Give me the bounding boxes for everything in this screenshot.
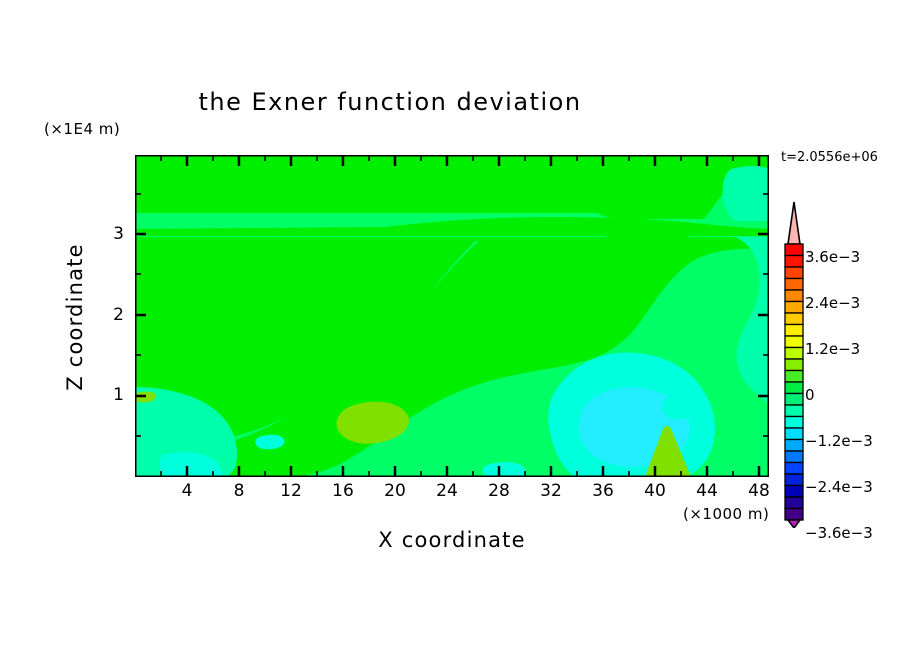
colorbar-tick-label: −2.4e−3 xyxy=(805,478,873,496)
colorbar-tick-label: −1.2e−3 xyxy=(805,432,873,450)
x-axis-ticks-bottom xyxy=(185,466,761,477)
field-upper-right-turquoise-pocket xyxy=(722,166,769,221)
x-tick-label: 4 xyxy=(181,481,193,501)
y-axis-title: Z coordinate xyxy=(63,243,87,391)
y-axis-minor-ticks-left xyxy=(135,193,141,437)
contour-field xyxy=(135,155,769,477)
y-tick-label: 3 xyxy=(113,224,124,244)
field-lower-left-turquoise2 xyxy=(135,391,232,477)
colorbar-tick-label: 3.6e−3 xyxy=(805,248,861,266)
x-tick-label: 24 xyxy=(436,481,458,501)
field-z3-line xyxy=(135,232,769,236)
field-bottom-left-cyan xyxy=(159,452,222,477)
contour-field-layers xyxy=(135,155,769,477)
x-tick-label: 20 xyxy=(384,481,406,501)
colorbar-tick-label: 2.4e−3 xyxy=(805,294,861,312)
colorbar-under-arrow xyxy=(786,519,802,528)
x-axis-minor-ticks-bottom xyxy=(160,471,734,477)
x-tick-label: 36 xyxy=(592,481,614,501)
field-right-edge-turquoise2 xyxy=(737,239,769,401)
field-yellowgreen-blob xyxy=(336,401,409,444)
plot-frame xyxy=(135,155,769,477)
x-tick-label: 44 xyxy=(696,481,718,501)
field-cold-core-drip xyxy=(592,466,629,477)
field-tiny-turquoise-left xyxy=(255,434,285,450)
colorbar-tick-label: 0 xyxy=(805,386,815,404)
x-tick-label: 8 xyxy=(233,481,245,501)
field-small-turquoise-right xyxy=(661,390,704,420)
colorbar-over-arrow xyxy=(787,201,801,245)
x-tick-label: 16 xyxy=(332,481,354,501)
y-axis-ticks-right xyxy=(758,232,769,398)
x-tick-label: 40 xyxy=(644,481,666,501)
x-tick-label: 48 xyxy=(748,481,770,501)
colorbar-tick-label: 1.2e−3 xyxy=(805,340,861,358)
field-z3-band xyxy=(135,217,769,235)
field-mid-green-lobe xyxy=(135,237,479,446)
y-axis-minor-ticks-right xyxy=(763,193,769,437)
time-annotation: t=2.0556e+06 xyxy=(781,150,878,165)
y-tick-label: 1 xyxy=(113,385,124,405)
page-title: the Exner function deviation xyxy=(198,88,582,116)
colorbar[interactable] xyxy=(772,198,816,528)
x-axis-unit-label: (×1000 m) xyxy=(683,505,770,523)
y-axis-ticks-left xyxy=(135,232,146,398)
x-tick-label: 12 xyxy=(280,481,302,501)
colorbar-swatches xyxy=(784,243,804,521)
field-bottom-small-turquoise xyxy=(482,462,526,477)
y-tick-label: 2 xyxy=(113,305,124,325)
z-axis-unit-label: (×1E4 m) xyxy=(44,120,121,138)
field-mid-green-main xyxy=(135,237,769,477)
colorbar-tick-label: −3.6e−3 xyxy=(805,524,873,542)
x-tick-label: 32 xyxy=(540,481,562,501)
x-axis-title: X coordinate xyxy=(378,528,526,552)
x-axis-minor-ticks-top xyxy=(160,155,734,161)
x-tick-label: 28 xyxy=(488,481,510,501)
x-axis-ticks-top xyxy=(185,155,761,166)
field-yellowgreen-spike xyxy=(645,426,691,477)
